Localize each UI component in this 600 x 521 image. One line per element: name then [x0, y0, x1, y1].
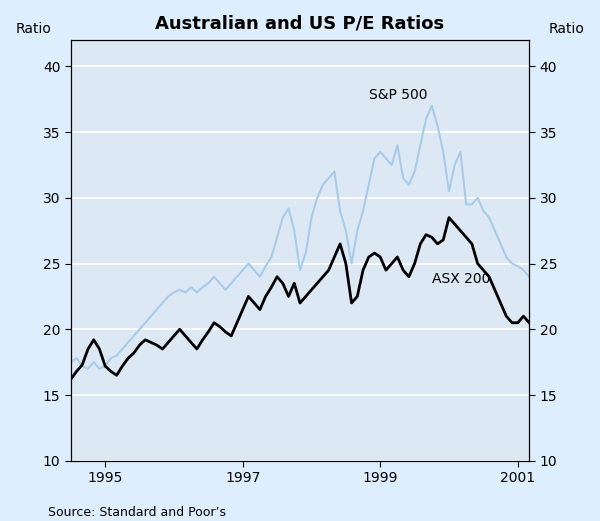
Title: Australian and US P/E Ratios: Australian and US P/E Ratios — [155, 15, 445, 33]
Text: Ratio: Ratio — [16, 22, 52, 36]
Text: ASX 200: ASX 200 — [432, 272, 490, 286]
Text: S&P 500: S&P 500 — [369, 88, 427, 102]
Text: Source: Standard and Poor’s: Source: Standard and Poor’s — [48, 506, 226, 519]
Text: Ratio: Ratio — [548, 22, 584, 36]
